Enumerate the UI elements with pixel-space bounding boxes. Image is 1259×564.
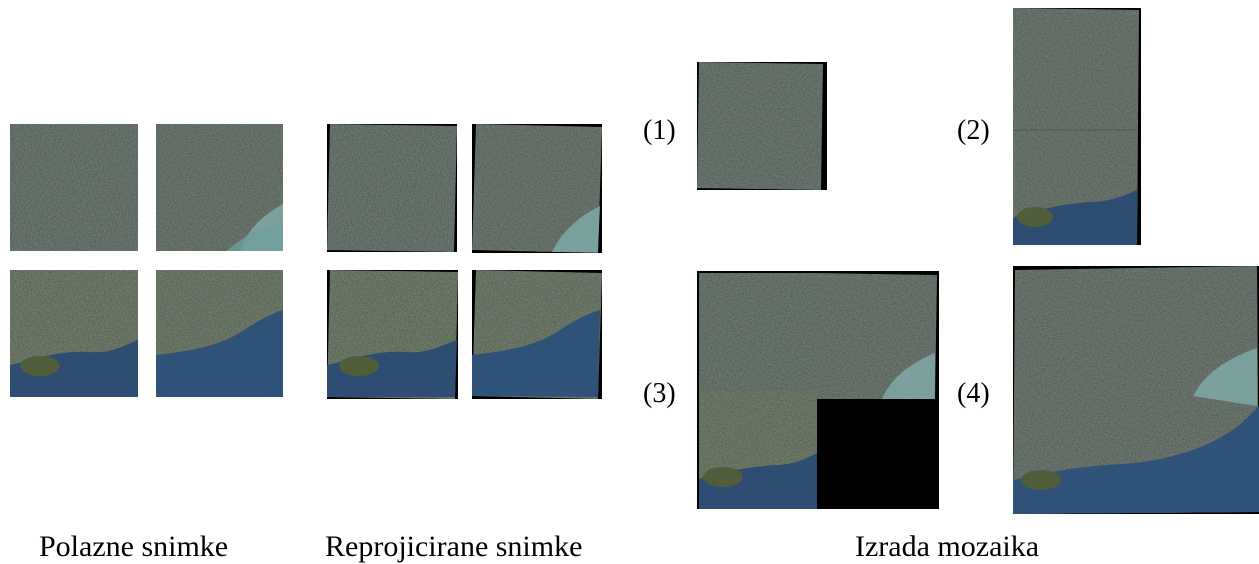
step-label-2: (2) [957,115,990,147]
caption-mosaic: Izrada mozaika [855,530,1039,564]
reprojected-scene-southwest [327,270,458,399]
original-scene-northeast [156,124,283,251]
reprojected-scene-southeast [472,270,602,399]
reprojected-scene-northeast [472,124,602,253]
original-scene-southeast [156,270,283,397]
original-scene-northwest [10,124,138,251]
step-label-3: (3) [643,378,676,410]
original-scene-southwest [10,270,138,397]
mosaic-step-1 [697,62,827,190]
mosaic-step-4 [1013,266,1259,514]
step-label-1: (1) [643,115,676,147]
caption-original-scenes: Polazne snimke [39,530,228,564]
reprojected-scene-northwest [327,124,457,252]
mosaic-step-2 [1013,8,1141,245]
caption-reprojected-scenes: Reprojicirane snimke [325,530,582,564]
mosaic-step-3 [697,271,939,509]
step-label-4: (4) [957,378,990,410]
